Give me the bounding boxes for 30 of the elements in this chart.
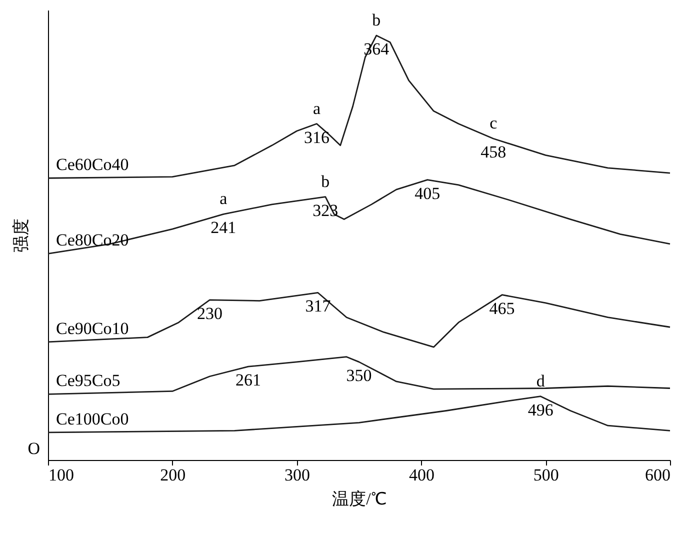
annotation: 458	[480, 142, 506, 162]
x-axis-title: 温度/℃	[332, 490, 387, 508]
annotation: a	[220, 189, 228, 208]
x-tick-label: 300	[284, 466, 310, 484]
annotation: d	[536, 371, 546, 390]
series-label: Ce90Co10	[56, 318, 129, 338]
x-tick-label: 400	[408, 466, 434, 484]
annotation: 241	[210, 218, 236, 238]
series-label: Ce60Co40	[56, 155, 129, 174]
x-tick-label: 200	[160, 466, 186, 484]
annotation: a	[312, 98, 321, 118]
annotation: 405	[414, 184, 440, 203]
y-axis-title: 强度	[12, 218, 30, 252]
text: O	[28, 439, 40, 458]
series-label: Ce95Co5	[56, 371, 120, 390]
annotation: 317	[305, 296, 332, 316]
x-tick-label: 100	[48, 466, 74, 484]
annotation: 230	[196, 304, 222, 323]
series-label: Ce100Co0	[56, 409, 129, 428]
x-tick-label: 600	[645, 466, 670, 484]
annotation: 496	[528, 400, 554, 420]
annotation: 261	[236, 370, 262, 390]
annotation: 350	[346, 366, 372, 385]
x-tick-label: 500	[533, 466, 559, 484]
annotation: 465	[489, 298, 515, 318]
annotation: b	[372, 10, 381, 30]
annotation: c	[490, 114, 498, 133]
series-label: Ce80Co20	[56, 230, 129, 250]
annotation: 316	[304, 128, 330, 147]
annotation: b	[321, 172, 330, 191]
